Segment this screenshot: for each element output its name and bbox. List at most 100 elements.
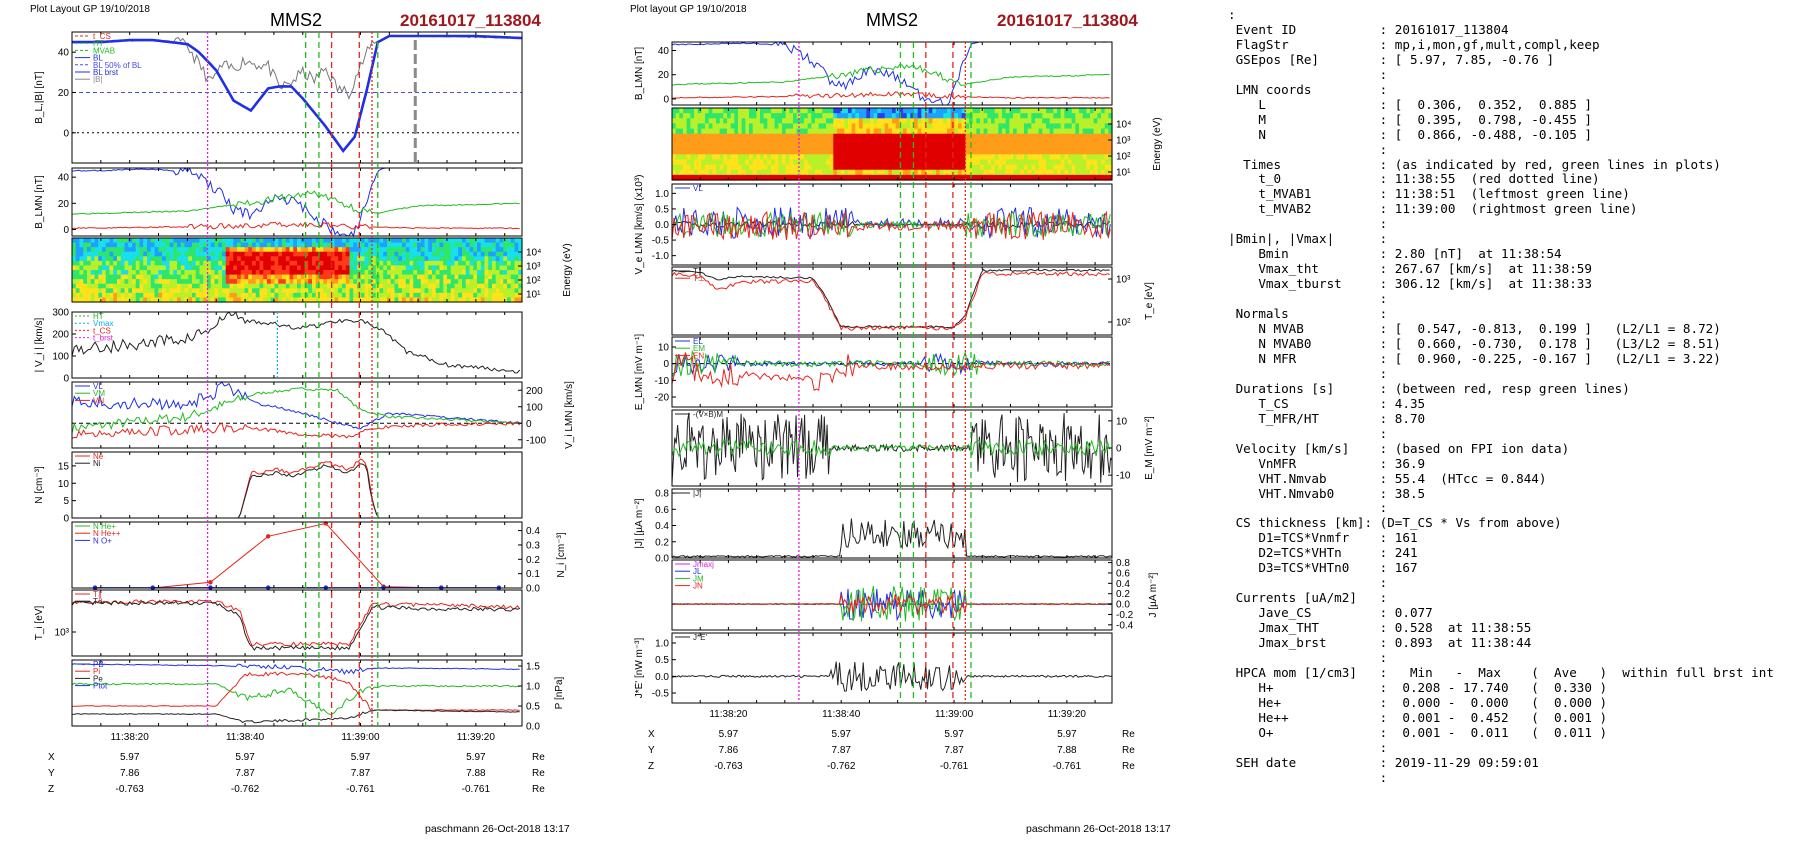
- spectrogram-cell: [690, 144, 695, 150]
- spectrogram-cell: [312, 251, 317, 257]
- spectrogram-cell: [154, 242, 159, 248]
- spectrogram-cell: [165, 270, 171, 276]
- spectrogram-cell: [364, 274, 369, 280]
- spectrogram-cell: [906, 149, 911, 155]
- spectrogram-cell: [128, 242, 133, 248]
- spectrogram-cell: [180, 251, 186, 257]
- spectrogram-cell: [465, 247, 471, 253]
- spectrogram-cell: [738, 144, 743, 150]
- spectrogram-cell: [192, 283, 197, 289]
- spectrogram-cell: [113, 238, 118, 244]
- spectrogram-cell: [936, 164, 941, 171]
- spectrogram-cell: [738, 118, 743, 125]
- spectrogram-cell: [785, 128, 790, 135]
- spectrogram-cell: [965, 159, 970, 166]
- spectrogram-cell: [150, 274, 156, 280]
- spectrogram-cell: [90, 256, 96, 262]
- spectrogram-cell: [903, 164, 908, 171]
- spectrogram-cell: [297, 242, 302, 248]
- spectrogram-cell: [304, 242, 309, 248]
- y-tick-label: 0: [63, 225, 69, 236]
- spectrogram-cell: [961, 118, 966, 125]
- legend-entry: Pe: [93, 674, 103, 683]
- spectrogram-cell: [162, 251, 167, 257]
- spectrogram-cell: [443, 288, 448, 294]
- spectrogram-cell: [1071, 159, 1076, 166]
- spectrogram-cell: [910, 144, 915, 150]
- spectrogram-cell: [428, 283, 433, 289]
- y-tick-label: -1.0: [652, 251, 670, 262]
- spectrogram-cell: [994, 128, 999, 135]
- spectrogram-cell: [432, 283, 437, 289]
- spectrogram-cell: [327, 256, 332, 262]
- spectrogram-cell: [950, 108, 955, 114]
- y-tick-label: 10: [58, 479, 70, 490]
- spectrogram-cell: [983, 128, 988, 135]
- spectrogram-cell: [289, 274, 294, 280]
- legend-entry: -(V×B)M: [693, 410, 723, 419]
- series-line-vm: [71, 387, 520, 434]
- spectrogram-cell: [723, 108, 728, 114]
- spectrogram-cell: [360, 265, 366, 271]
- spectrogram-cell: [293, 283, 298, 289]
- spectrogram-cell: [109, 288, 114, 294]
- spectrogram-cell: [297, 279, 302, 285]
- spectrogram-cell: [741, 174, 746, 181]
- spectrogram-cell: [484, 270, 489, 276]
- spectrogram-cell: [719, 133, 724, 140]
- orbit-value: 5.97: [1057, 729, 1077, 740]
- series-line-en: [671, 351, 1110, 392]
- spectrogram-cell: [708, 169, 713, 176]
- spectrogram-cell: [994, 149, 999, 155]
- spectrogram-cell: [177, 283, 182, 289]
- y-tick-label: 0.8: [1116, 558, 1130, 569]
- spectrogram-cell: [435, 265, 441, 271]
- spectrogram-cell: [274, 256, 279, 262]
- spectrogram-cell: [394, 288, 399, 294]
- spectrogram-cell: [462, 242, 467, 248]
- y-tick-label: 0: [63, 514, 69, 525]
- spectrogram-cell: [199, 265, 204, 271]
- spectrogram-cell: [749, 138, 754, 145]
- spectrogram-cell: [1057, 149, 1062, 155]
- spectrogram-cell: [859, 154, 864, 161]
- spectrogram-cell: [165, 283, 171, 289]
- spectrogram-cell: [1075, 159, 1080, 166]
- spectrogram-cell: [240, 288, 246, 294]
- spectrogram-cell: [417, 279, 422, 285]
- orbit-value: -0.763: [714, 761, 743, 772]
- spectrogram-cell: [899, 133, 904, 140]
- spectrogram-cell: [837, 164, 842, 171]
- spectrogram-cell: [983, 113, 988, 119]
- spectrogram-cell: [308, 238, 313, 244]
- spectrogram-cell: [203, 251, 208, 257]
- spectrogram-cell: [360, 238, 366, 244]
- spectrogram-cell: [300, 279, 306, 285]
- spectrogram-cell: [976, 123, 981, 130]
- spectrogram-cell: [932, 133, 937, 140]
- spectrogram-cell: [1024, 108, 1029, 114]
- spectrogram-cell: [870, 113, 875, 119]
- spectrogram-cell: [873, 159, 878, 166]
- spectrogram-cell: [184, 288, 189, 294]
- spectrogram-cell: [840, 138, 845, 145]
- spectrogram-cell: [360, 297, 366, 303]
- spectrogram-cell: [694, 144, 699, 150]
- spectrogram-cell: [1035, 133, 1040, 140]
- spectrogram-cell: [873, 169, 878, 176]
- spectrogram-cell: [169, 242, 174, 248]
- spectrogram-cell: [972, 164, 977, 171]
- spectrogram-cell: [833, 164, 838, 171]
- spectrogram-cell: [462, 256, 467, 262]
- spectrogram-cell: [1046, 144, 1051, 150]
- spectrogram-cell: [263, 270, 268, 276]
- spectrogram-cell: [749, 108, 754, 114]
- y-tick-label: 0.0: [1116, 600, 1130, 611]
- spectrogram-cell: [394, 297, 399, 303]
- spectrogram-cell: [866, 159, 871, 166]
- spectrogram-cell: [492, 270, 497, 276]
- spectrogram-cell: [1104, 164, 1109, 171]
- spectrogram-cell: [432, 260, 437, 267]
- spectrogram-cell: [124, 283, 129, 289]
- spectrogram-cell: [154, 238, 159, 244]
